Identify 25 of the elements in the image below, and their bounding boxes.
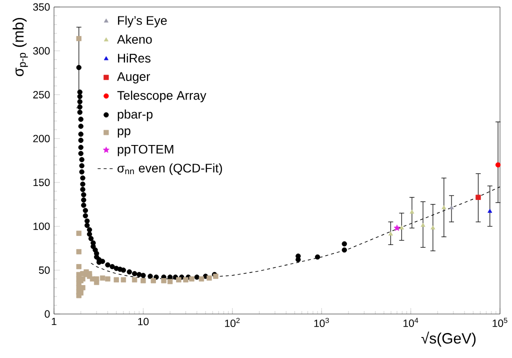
y-tick-label: 150 [33, 178, 50, 186]
legend-label: σ$_{nn}$ even (QCD-Fit) [118, 163, 222, 175]
y-tick-label: 0 [44, 310, 50, 318]
legend-label: Auger [117, 72, 150, 84]
y-tick-label: 100 [33, 222, 50, 230]
legend-label: pbar-p [118, 110, 152, 122]
x-tick-label: 10$^{2}$ [225, 318, 240, 328]
y-tick-label: 300 [33, 47, 50, 55]
y-tick-label: 50 [38, 266, 50, 274]
x-axis-title: √s(GeV) [421, 332, 476, 347]
y-tick-label: 350 [33, 3, 50, 11]
x-tick-label: 10$^{4}$ [404, 318, 418, 327]
y-tick-label: 200 [33, 134, 50, 142]
legend-label: HiRes [118, 53, 150, 63]
x-tick-label: 1 [52, 318, 56, 326]
y-tick-label: 250 [33, 91, 50, 98]
x-tick-label: 10$^{5}$ [492, 318, 508, 327]
legend-label: pp [118, 128, 130, 138]
x-tick-label: 10$^{3}$ [314, 318, 329, 328]
legend-label: Akeno [117, 34, 152, 44]
legend-label: ppTOTEM [118, 144, 174, 156]
legend-label: Telescope Array [117, 90, 206, 102]
legend-label: Fly’s Eye [118, 16, 167, 28]
y-axis-title: σ$_{p-p}$ (mb) [12, 18, 28, 76]
x-tick-label: 10 [138, 318, 149, 326]
